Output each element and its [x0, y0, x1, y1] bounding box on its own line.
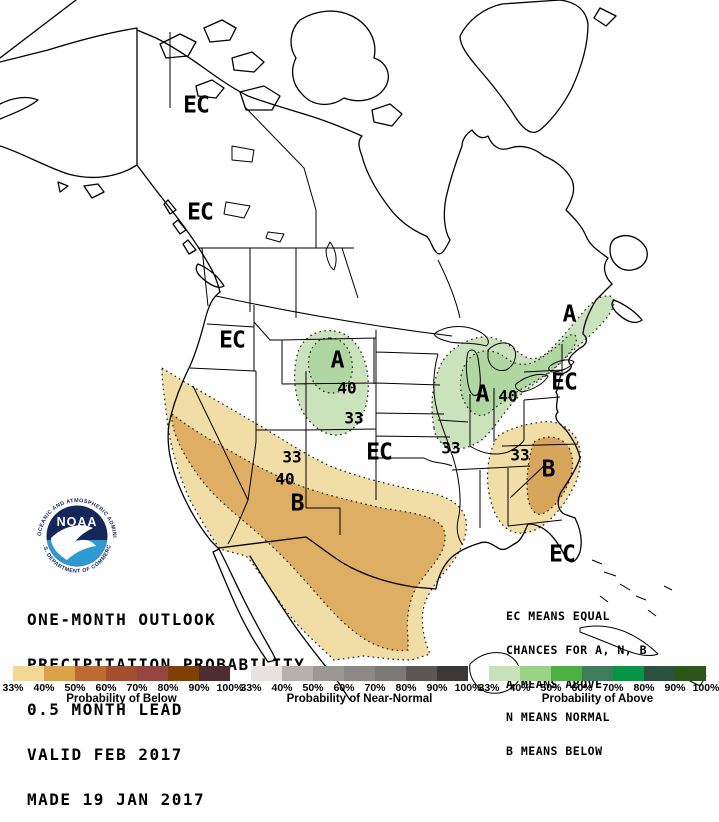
key-line-n: N MEANS NORMAL	[506, 710, 610, 725]
colorbar-tick: 90%	[664, 682, 686, 694]
colorbar-tick: 40%	[509, 682, 531, 694]
colorbar-swatch	[582, 666, 613, 681]
colorbar-tick: 100%	[216, 682, 244, 694]
map-label-40: 40	[275, 470, 294, 489]
key-line-ec-2: CHANCES FOR A, N, B	[506, 643, 648, 658]
colorbar-tick: 80%	[157, 682, 179, 694]
region-below-southeast-inner	[526, 436, 574, 515]
map-label-a: A	[331, 348, 345, 374]
colorbar-swatch	[282, 666, 313, 681]
colorbar-tick-labels: 33% 40% 50% 60% 70% 80% 90% 100%	[2, 681, 243, 694]
colorbar-tick: 33%	[478, 682, 500, 694]
colorbar-tick: 60%	[571, 682, 593, 694]
map-label-a: A	[563, 302, 577, 328]
map-label-40: 40	[498, 387, 517, 406]
colorbar-above: 33% 40% 50% 60% 70% 80% 90% 100% Probability of …	[478, 666, 719, 707]
map-label-ec: EC	[187, 200, 213, 226]
map-label-33: 33	[344, 409, 363, 428]
colorbar-swatch	[313, 666, 344, 681]
colorbar-tick: 100%	[454, 682, 482, 694]
colorbar-below: 33% 40% 50% 60% 70% 80% 90% 100% Probability of …	[2, 666, 243, 707]
map-label-ec: EC	[183, 93, 209, 119]
colorbar-tick: 50%	[302, 682, 324, 694]
colorbar-tick: 33%	[2, 682, 24, 694]
map-label-ec: EC	[549, 542, 575, 568]
map-label-33: 33	[510, 446, 529, 465]
colorbar-swatch	[75, 666, 106, 681]
colorbar-caption: Probability of Above	[541, 693, 654, 705]
colorbar-tick: 40%	[33, 682, 55, 694]
colorbar-swatch	[251, 666, 282, 681]
title-line-outlook: ONE-MONTH OUTLOOK	[27, 610, 217, 629]
colorbar-caption: Probability of Below	[66, 693, 177, 705]
colorbar-tick: 70%	[126, 682, 148, 694]
colorbar-tick: 60%	[333, 682, 355, 694]
region-above-central-inner	[307, 337, 353, 394]
title-line-made: MADE 19 JAN 2017	[27, 790, 206, 809]
map-label-ec: EC	[366, 440, 392, 466]
colorbar-swatch	[106, 666, 137, 681]
map-label-b: B	[291, 491, 305, 517]
colorbar-tick: 33%	[240, 682, 262, 694]
region-below-southwest-inner	[171, 413, 446, 652]
colorbar-swatch	[44, 666, 75, 681]
colorbar-tick: 60%	[95, 682, 117, 694]
noaa-logo-bird-icon	[51, 525, 96, 560]
colorbar-swatch	[644, 666, 675, 681]
noaa-logo-wordmark: NOAA	[57, 515, 98, 529]
region-above-northeast-inner	[459, 333, 577, 417]
colorbar-tick: 70%	[602, 682, 624, 694]
colorbar-tick: 80%	[395, 682, 417, 694]
colorbar-swatch	[613, 666, 644, 681]
colorbar-swatches	[251, 666, 468, 681]
colorbar-swatch	[375, 666, 406, 681]
key-line-b: B MEANS BELOW	[506, 743, 603, 758]
key-line-a: A MEANS ABOVE	[506, 676, 603, 691]
colorbar-tick-labels: 33% 40% 50% 60% 70% 80% 90% 100%	[478, 681, 719, 694]
colorbar-swatch	[551, 666, 582, 681]
map-label-40: 40	[337, 379, 356, 398]
colorbar-swatch	[137, 666, 168, 681]
map-label-b: B	[542, 457, 556, 483]
noaa-logo: NATIONAL OCEANIC AND ATMOSPHERIC ADMINIS…	[36, 495, 118, 577]
coastlines	[0, 0, 707, 701]
title-line-valid: VALID FEB 2017	[27, 745, 183, 764]
colorbar-swatches	[13, 666, 230, 681]
colorbar-tick: 40%	[271, 682, 293, 694]
colorbar-tick: 100%	[692, 682, 719, 694]
colorbar-tick: 90%	[426, 682, 448, 694]
colorbar-swatch	[13, 666, 44, 681]
colorbar-swatch	[406, 666, 437, 681]
colorbar-tick: 50%	[540, 682, 562, 694]
colorbar-swatch	[437, 666, 468, 681]
colorbar-near-normal: 33% 40% 50% 60% 70% 80% 90% 100% Probability of …	[240, 666, 481, 707]
colorbar-swatches	[489, 666, 706, 681]
map-label-ec: EC	[219, 328, 245, 354]
map-label-33: 33	[441, 439, 460, 458]
map-label-a: A	[476, 382, 490, 408]
colorbar-swatch	[168, 666, 199, 681]
colorbar-tick: 70%	[364, 682, 386, 694]
colorbar-tick: 90%	[188, 682, 210, 694]
colorbar-tick: 80%	[633, 682, 655, 694]
colorbar-swatch	[489, 666, 520, 681]
map-label-33: 33	[282, 448, 301, 467]
colorbar-swatch	[199, 666, 230, 681]
colorbar-tick: 50%	[64, 682, 86, 694]
colorbar-tick-labels: 33% 40% 50% 60% 70% 80% 90% 100%	[240, 681, 481, 694]
colorbar-swatch	[675, 666, 706, 681]
colorbar-swatch	[344, 666, 375, 681]
colorbar-swatch	[520, 666, 551, 681]
colorbar-caption: Probability of Near-Normal	[286, 693, 433, 705]
key-line-ec-1: EC MEANS EQUAL	[506, 609, 610, 624]
probability-regions	[161, 295, 615, 661]
map-label-ec: EC	[551, 370, 577, 396]
